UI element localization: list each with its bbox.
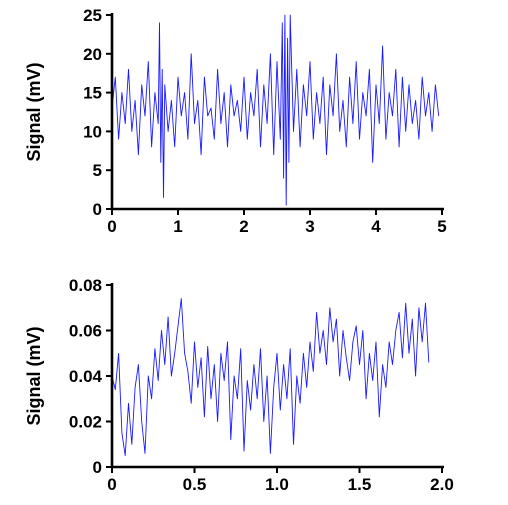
y-tick-label: 25 xyxy=(83,6,102,25)
x-tick-label: 2.0 xyxy=(430,475,454,494)
y-tick-label: 15 xyxy=(83,84,102,103)
y-tick-label: 20 xyxy=(83,45,102,64)
y-tick-label: 0.04 xyxy=(69,367,103,386)
x-tick-label: 5 xyxy=(437,217,446,236)
x-tick-label: 2 xyxy=(239,217,248,236)
y-tick-label: 0 xyxy=(93,200,102,219)
top-signal-chart: 0 5 10 15 20 25 0 1 2 3 4 5 Signal (mV) xyxy=(24,6,447,236)
y-axis-title: Signal (mV) xyxy=(24,62,44,161)
x-tick-label: 0 xyxy=(107,217,116,236)
y-tick-label: 0.08 xyxy=(69,276,102,295)
x-tick-label: 4 xyxy=(371,217,381,236)
y-tick-label: 10 xyxy=(83,122,102,141)
x-tick-label: 0 xyxy=(107,475,116,494)
y-tick-label: 0 xyxy=(93,458,102,477)
y-tick-label: 0.02 xyxy=(69,413,102,432)
x-tick-label: 1 xyxy=(173,217,182,236)
x-tick-label: 0.5 xyxy=(183,475,207,494)
x-tick-label: 1.5 xyxy=(348,475,372,494)
series-line-0 xyxy=(111,14,440,206)
y-axis-title: Signal (mV) xyxy=(24,326,44,425)
bottom-signal-chart: 0 0.02 0.04 0.06 0.08 0 0.5 1.0 1.5 2.0 Signal (mV… xyxy=(24,276,454,494)
y-tick-label: 0.06 xyxy=(69,322,102,341)
x-tick-label: 3 xyxy=(305,217,314,236)
series-line-0 xyxy=(111,298,430,457)
y-tick-label: 5 xyxy=(93,161,102,180)
x-tick-label: 1.0 xyxy=(265,475,289,494)
